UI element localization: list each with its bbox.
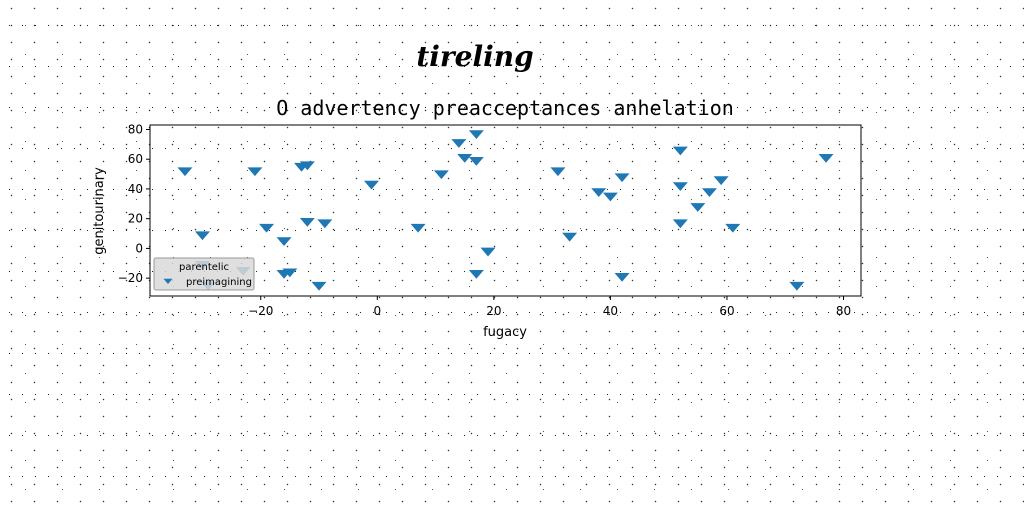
data-point — [194, 231, 210, 241]
figure-suptitle: tireling — [416, 40, 533, 73]
x-tick-label: −20 — [248, 304, 273, 318]
data-point — [591, 188, 607, 197]
legend: parentelic preimagining — [153, 257, 255, 291]
data-point — [480, 247, 496, 257]
y-tick-label: 0 — [135, 241, 143, 255]
x-tick-label: 60 — [719, 304, 734, 318]
data-point — [468, 156, 484, 166]
data-point — [247, 167, 263, 177]
data-point — [672, 182, 688, 192]
y-tick-label: 20 — [128, 212, 143, 226]
x-tick-label: 80 — [836, 304, 851, 318]
data-point — [713, 176, 729, 186]
x-tick-label: 0 — [373, 304, 381, 318]
data-point — [410, 223, 426, 233]
legend-title: parentelic — [179, 262, 229, 273]
data-point — [725, 223, 741, 233]
x-axis-label: fugacy — [483, 325, 527, 340]
data-point — [177, 167, 193, 177]
data-point — [672, 146, 688, 156]
y-tick-label: 40 — [128, 182, 143, 196]
chart-title: O advertency preacceptances anhelation — [276, 96, 734, 120]
axis-ticks: −20 0 20 40 60 80 −20 0 20 40 60 80 — [118, 122, 851, 318]
y-tick-label: 80 — [128, 122, 143, 136]
data-point — [701, 188, 717, 197]
y-tick-label: −20 — [118, 271, 143, 285]
data-point — [562, 232, 578, 242]
plot-area-frame — [149, 124, 862, 297]
x-tick-label: 20 — [486, 304, 501, 318]
data-point — [282, 268, 298, 278]
data-point — [363, 180, 379, 190]
legend-marker-icon — [163, 278, 173, 285]
data-point — [690, 203, 706, 212]
data-point — [276, 237, 292, 247]
data-point — [451, 139, 467, 148]
data-point — [317, 219, 333, 229]
legend-entry-label: preimagining — [186, 277, 252, 288]
data-point — [311, 281, 327, 291]
x-tick-label: 40 — [603, 304, 618, 318]
y-axis-label: genitourinary — [92, 167, 107, 255]
data-point — [789, 281, 805, 291]
data-point — [672, 219, 688, 229]
data-point — [259, 223, 275, 233]
data-point — [468, 130, 484, 139]
data-point — [550, 167, 566, 177]
data-point — [614, 173, 630, 183]
data-point — [299, 217, 315, 227]
data-point — [614, 272, 630, 282]
data-point — [457, 154, 473, 163]
y-tick-label: 60 — [128, 152, 143, 166]
data-point — [433, 170, 449, 180]
data-point — [468, 269, 484, 279]
legend-box — [153, 257, 255, 291]
data-point — [818, 154, 834, 163]
data-point — [602, 192, 618, 202]
data-points — [177, 130, 834, 291]
data-point — [299, 161, 315, 171]
